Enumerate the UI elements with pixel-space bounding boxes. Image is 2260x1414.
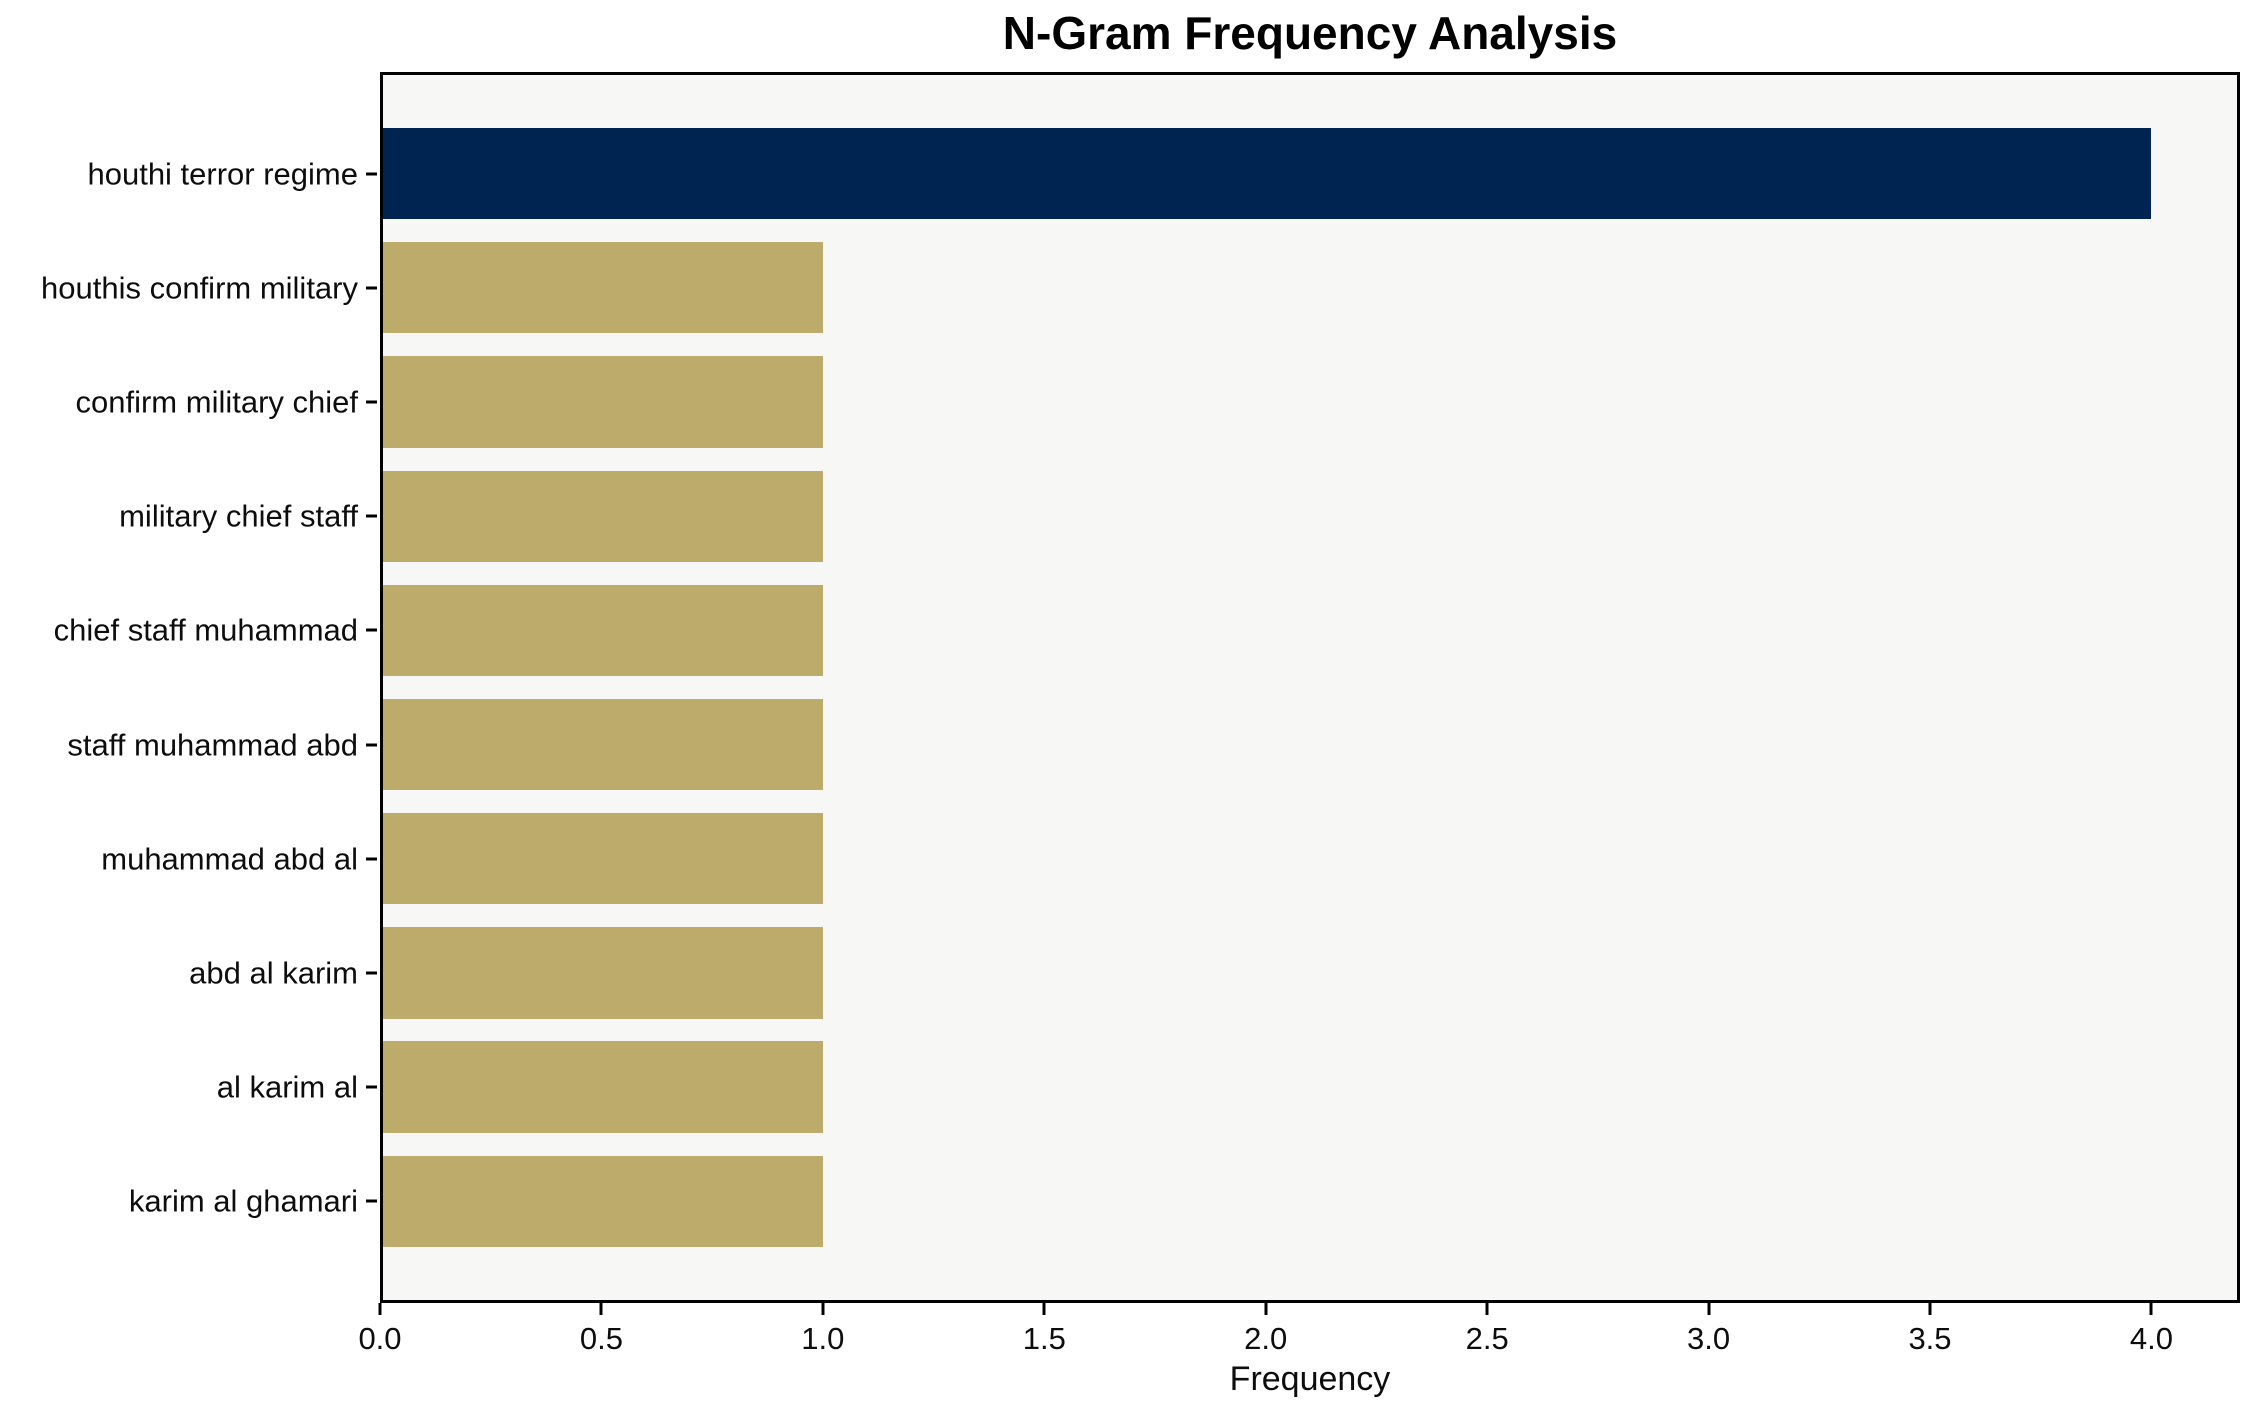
bar-houthi-terror-regime xyxy=(380,127,2152,220)
bar-military-chief-staff xyxy=(380,470,823,562)
y-tick-mark xyxy=(366,857,377,861)
x-tick-label: 2.5 xyxy=(1465,1321,1509,1356)
bar-abd-al-karim xyxy=(380,927,823,1019)
x-tick-mark xyxy=(1928,1303,1932,1315)
x-tick-mark xyxy=(378,1303,382,1315)
x-tick-mark xyxy=(1042,1303,1046,1315)
x-tick-mark xyxy=(1485,1303,1489,1315)
x-tick-mark xyxy=(599,1303,603,1315)
bar-karim-al-ghamari xyxy=(380,1155,823,1248)
x-tick-label: 1.5 xyxy=(1022,1321,1066,1356)
plot-area: houthi terror regime houthis confirm mili… xyxy=(41,72,2240,1354)
x-tick-mark xyxy=(821,1303,825,1315)
y-tick-label: chief staff muhammad xyxy=(53,612,358,648)
x-tick-label: 3.0 xyxy=(1687,1321,1731,1356)
x-tick-label: 0.5 xyxy=(579,1321,623,1356)
y-tick-mark xyxy=(366,514,377,518)
y-tick-label: houthis confirm military xyxy=(41,270,358,306)
bar-al-karim-al xyxy=(380,1041,823,1133)
x-tick-label: 1.0 xyxy=(801,1321,845,1356)
y-tick-label: karim al ghamari xyxy=(128,1183,358,1219)
y-tick-label: houthi terror regime xyxy=(87,156,358,192)
x-tick-label: 2.0 xyxy=(1244,1321,1288,1356)
y-tick-label: staff muhammad abd xyxy=(67,727,358,763)
x-tick-mark xyxy=(2149,1303,2153,1315)
y-tick-label: confirm military chief xyxy=(75,384,359,420)
bar-muhammad-abd-al xyxy=(380,813,823,905)
x-tick-label: 3.5 xyxy=(1908,1321,1952,1356)
y-tick-mark xyxy=(366,1085,377,1089)
x-tick-mark xyxy=(1707,1303,1711,1315)
y-tick-label: abd al karim xyxy=(189,955,358,991)
x-axis-label: Frequency xyxy=(1229,1360,1391,1398)
y-tick-mark xyxy=(366,1199,377,1203)
bar-houthis-confirm-military xyxy=(380,242,823,334)
x-tick-label: 4.0 xyxy=(2129,1321,2173,1356)
y-tick-mark xyxy=(366,628,377,632)
y-tick-mark xyxy=(366,971,377,975)
bar-staff-muhammad-abd xyxy=(380,698,823,791)
y-tick-mark xyxy=(366,743,377,747)
chart-title: N-Gram Frequency Analysis xyxy=(1002,7,1618,59)
x-tick-mark xyxy=(1264,1303,1268,1315)
y-tick-mark xyxy=(366,172,377,176)
y-tick-label: military chief staff xyxy=(119,498,358,534)
y-tick-label: muhammad abd al xyxy=(101,841,358,877)
bar-confirm-military-chief xyxy=(380,356,823,448)
bar-chief-staff-muhammad xyxy=(380,584,823,677)
y-tick-mark xyxy=(366,400,377,404)
x-tick-label: 0.0 xyxy=(358,1321,402,1356)
y-tick-label: al karim al xyxy=(216,1069,358,1105)
y-tick-mark xyxy=(366,286,377,290)
